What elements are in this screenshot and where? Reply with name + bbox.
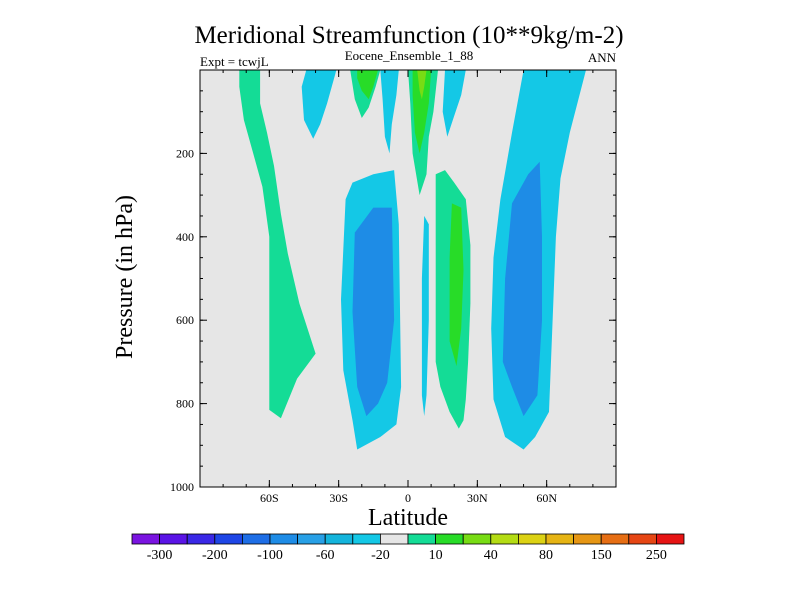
colorbar-swatch — [573, 533, 602, 545]
colorbar-label: 40 — [484, 548, 498, 563]
contour-region-15 — [502, 161, 542, 417]
x-tick-label: 60S — [260, 491, 279, 505]
x-tick-label: 60N — [536, 491, 557, 505]
contour-region-5 — [352, 207, 395, 417]
colorbar-swatch — [490, 533, 519, 545]
colorbar-swatch — [241, 533, 271, 545]
colorbar-swatch — [435, 533, 464, 545]
ensemble-label: Eocene_Ensemble_1_88 — [345, 48, 474, 63]
colorbar-swatch — [186, 533, 216, 545]
chart-title: Meridional Streamfunction (10**9kg/m-2) — [194, 22, 623, 49]
colorbar-swatch — [352, 533, 381, 545]
x-tick-label: 30S — [329, 491, 348, 505]
y-tick-label: 600 — [176, 313, 194, 327]
contour-region-11 — [421, 215, 429, 417]
contour-region-3 — [357, 70, 378, 100]
colorbar-label: -20 — [371, 548, 390, 563]
colorbar-swatch — [656, 533, 685, 545]
colorbar: -300 -200 -100 -60 -20 10 40 80 150 250 — [131, 533, 685, 563]
colorbar-swatch — [159, 533, 188, 545]
contour-region-0 — [239, 70, 316, 419]
contour-region-1 — [301, 70, 337, 139]
colorbar-label: 150 — [591, 548, 612, 563]
contour-region-6 — [380, 70, 399, 154]
x-tick-label: 0 — [405, 491, 411, 505]
x-axis-label: Latitude — [368, 505, 448, 531]
season-label: ANN — [588, 50, 617, 65]
axis-ticks: 60S 30S 0 30N 60N 200 400 600 800 1000 — [170, 70, 616, 505]
experiment-label: Expt = tcwjL — [200, 54, 269, 69]
colorbar-label: -300 — [147, 548, 173, 563]
colorbar-swatch — [545, 533, 575, 545]
x-tick-label: 30N — [467, 491, 488, 505]
colorbar-label: 10 — [429, 548, 443, 563]
contour-region-9 — [417, 70, 427, 100]
y-tick-label: 400 — [176, 230, 194, 244]
colorbar-swatch — [379, 533, 409, 545]
contour-region-8 — [412, 70, 432, 154]
colorbar-label: 250 — [646, 548, 667, 563]
colorbar-swatch — [518, 533, 547, 545]
colorbar-label: -200 — [202, 548, 228, 563]
colorbar-label: 80 — [539, 548, 553, 563]
plot-area: 60S 30S 0 30N 60N 200 400 600 800 1000 — [170, 69, 617, 505]
colorbar-swatch — [131, 533, 161, 545]
colorbar-swatch — [324, 533, 354, 545]
colorbar-label: -60 — [316, 548, 335, 563]
y-tick-label: 1000 — [170, 480, 194, 494]
y-tick-label: 800 — [176, 397, 194, 411]
contour-region-13 — [449, 203, 464, 367]
colorbar-swatch — [628, 533, 657, 545]
contour-regions — [239, 70, 586, 450]
colorbar-swatch — [297, 533, 326, 545]
contour-region-10 — [442, 70, 466, 137]
y-tick-label: 200 — [176, 146, 194, 160]
colorbar-swatch — [462, 533, 492, 545]
colorbar-swatch — [600, 533, 630, 545]
colorbar-swatch — [269, 533, 299, 545]
y-axis-label: Pressure (in hPa) — [112, 195, 138, 359]
colorbar-label: -100 — [257, 548, 283, 563]
colorbar-swatch — [407, 533, 437, 545]
colorbar-swatch — [214, 533, 243, 545]
